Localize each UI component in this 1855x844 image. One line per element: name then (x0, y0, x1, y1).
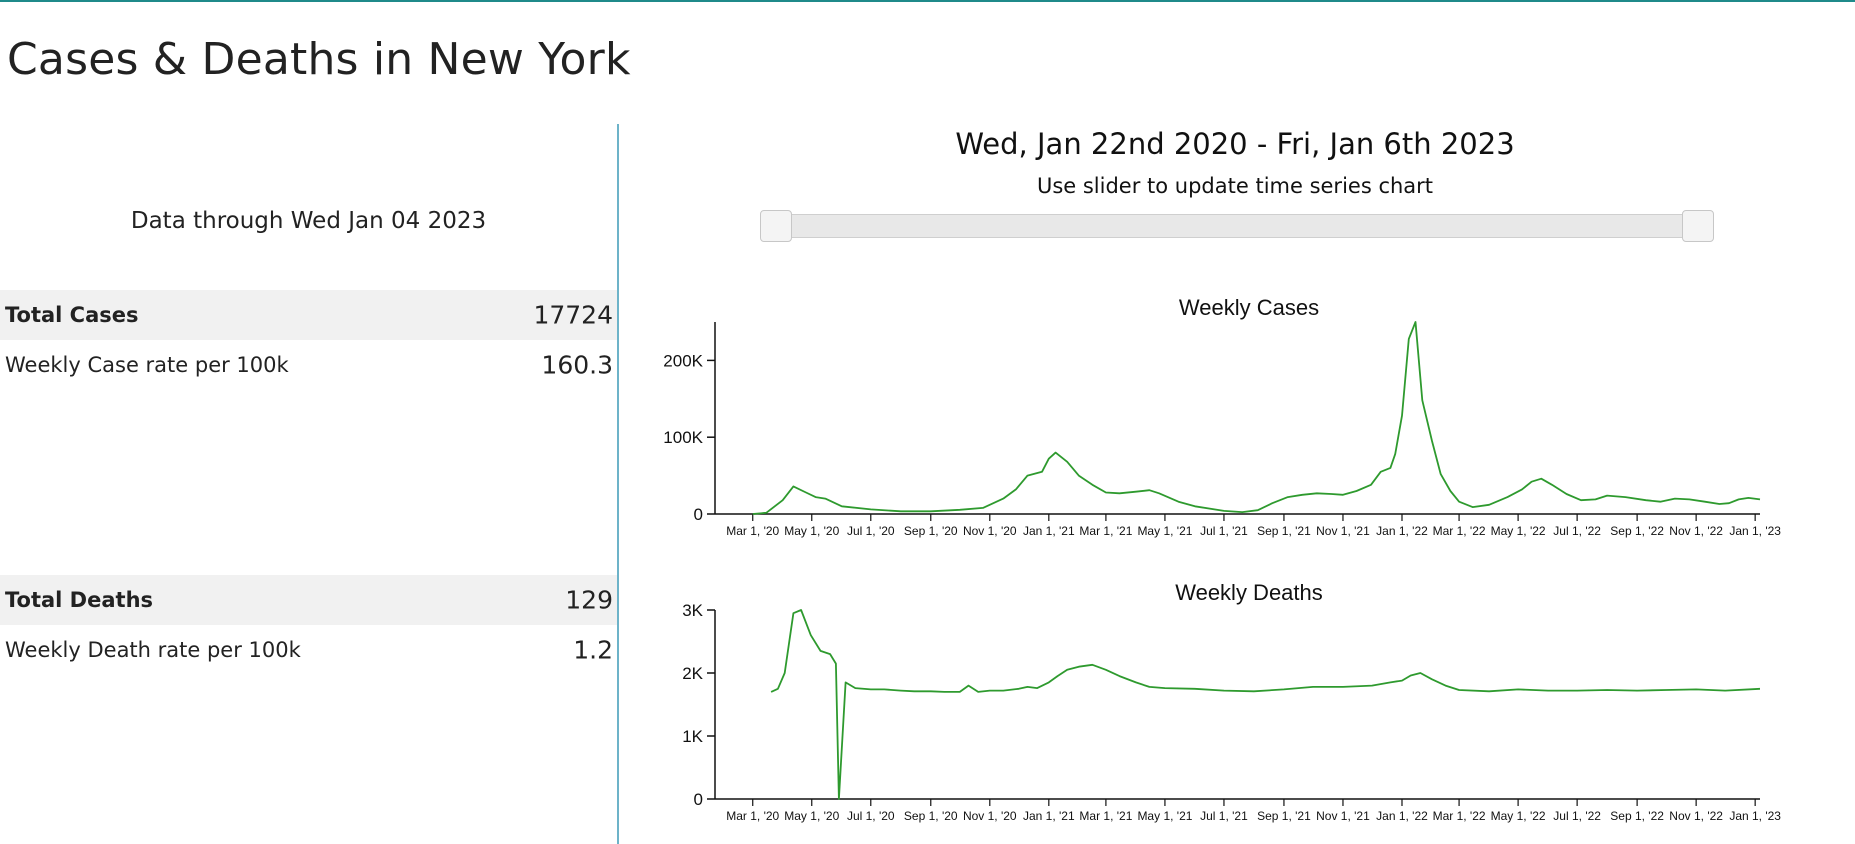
date-range-label: Wed, Jan 22nd 2020 - Fri, Jan 6th 2023 (955, 127, 1515, 161)
weekly-deaths-x-tick-label: Sep 1, '22 (1610, 809, 1664, 823)
slider-end-handle[interactable] (1682, 210, 1714, 242)
weekly-deaths-x-tick-label: May 1, '20 (784, 809, 839, 823)
weekly-deaths-x-tick-label: Jan 1, '22 (1376, 809, 1428, 823)
weekly-deaths-x-tick-label: Mar 1, '20 (726, 809, 779, 823)
weekly-cases-x-tick-label: Jan 1, '21 (1023, 524, 1075, 538)
weekly-cases-y-tick-label: 0 (694, 505, 703, 524)
weekly-deaths-series-line (770, 609, 1761, 800)
weekly-deaths-y-tick-label: 2K (682, 664, 703, 683)
weekly-deaths-x-tick-label: May 1, '22 (1491, 809, 1546, 823)
weekly-cases-x-tick-label: Mar 1, '21 (1079, 524, 1132, 538)
weekly-cases-x-tick-label: Jan 1, '22 (1376, 524, 1428, 538)
weekly-cases-x-tick-label: Nov 1, '21 (1316, 524, 1370, 538)
case-rate-value: 160.3 (541, 350, 613, 380)
page-title: Cases & Deaths in New York (7, 34, 631, 85)
top-accent-rule (0, 0, 1855, 2)
weekly-deaths-y-tick-label: 1K (682, 727, 703, 746)
weekly-cases-x-tick-label: Sep 1, '22 (1610, 524, 1664, 538)
weekly-deaths-x-tick-label: May 1, '21 (1137, 809, 1192, 823)
summary-panel: Data through Wed Jan 04 2023 Total Cases… (0, 124, 617, 844)
weekly-cases-x-tick-label: Jul 1, '22 (1553, 524, 1601, 538)
death-rate-value: 1.2 (573, 635, 613, 665)
weekly-deaths-x-tick-label: Nov 1, '20 (963, 809, 1017, 823)
total-deaths-label: Total Deaths (5, 588, 154, 612)
total-cases-label: Total Cases (5, 303, 139, 327)
total-deaths-row: Total Deaths 129 (0, 575, 617, 625)
weekly-cases-x-tick-label: Jan 1, '23 (1729, 524, 1781, 538)
weekly-cases-x-tick-label: May 1, '22 (1491, 524, 1546, 538)
case-rate-label: Weekly Case rate per 100k (5, 353, 289, 377)
weekly-cases-x-tick-label: Nov 1, '22 (1669, 524, 1723, 538)
weekly-deaths-x-tick-label: Nov 1, '22 (1669, 809, 1723, 823)
weekly-cases-y-tick-label: 100K (663, 428, 703, 447)
weekly-deaths-x-tick-label: Mar 1, '22 (1433, 809, 1486, 823)
weekly-deaths-x-tick-label: Jul 1, '21 (1200, 809, 1248, 823)
slider-start-handle[interactable] (760, 210, 792, 242)
weekly-cases-x-tick-label: Nov 1, '20 (963, 524, 1017, 538)
weekly-deaths-y-tick-label: 3K (682, 601, 703, 620)
weekly-cases-y-tick-label: 200K (663, 351, 703, 370)
death-rate-row: Weekly Death rate per 100k 1.2 (0, 625, 617, 675)
weekly-cases-chart-title: Weekly Cases (1179, 295, 1319, 320)
case-rate-row: Weekly Case rate per 100k 160.3 (0, 340, 617, 390)
weekly-deaths-x-tick-label: Jan 1, '23 (1729, 809, 1781, 823)
weekly-deaths-x-tick-label: Sep 1, '20 (904, 809, 958, 823)
total-deaths-value: 129 (565, 585, 613, 615)
weekly-cases-chart: Weekly Cases 0 100K 200K Mar 1, '20 May 1, '2… (663, 295, 1781, 538)
weekly-cases-series-line (752, 321, 1761, 515)
weekly-deaths-x-tick-label: Mar 1, '21 (1079, 809, 1132, 823)
slider-caption: Use slider to update time series chart (1036, 174, 1434, 198)
weekly-cases-x-tick-label: Mar 1, '22 (1433, 524, 1486, 538)
weekly-cases-x-tick-label: Mar 1, '20 (726, 524, 779, 538)
weekly-deaths-y-tick-label: 0 (694, 790, 703, 809)
weekly-cases-x-tick-label: May 1, '21 (1137, 524, 1192, 538)
weekly-cases-x-tick-label: Sep 1, '20 (904, 524, 958, 538)
weekly-deaths-x-tick-label: Nov 1, '21 (1316, 809, 1370, 823)
weekly-cases-x-tick-label: Jul 1, '21 (1200, 524, 1248, 538)
data-through-text: Data through Wed Jan 04 2023 (130, 208, 487, 234)
weekly-cases-x-tick-label: Jul 1, '20 (847, 524, 895, 538)
weekly-deaths-x-tick-label: Jul 1, '20 (847, 809, 895, 823)
total-cases-value: 17724 (533, 300, 613, 330)
weekly-deaths-x-tick-label: Jan 1, '21 (1023, 809, 1075, 823)
date-range-slider[interactable] (760, 210, 1714, 242)
weekly-cases-x-tick-label: Sep 1, '21 (1257, 524, 1311, 538)
weekly-deaths-chart: Weekly Deaths 0 1K 2K 3K Mar 1, '20 May 1, '20… (682, 580, 1781, 823)
weekly-deaths-chart-title: Weekly Deaths (1175, 580, 1323, 605)
weekly-deaths-x-tick-label: Sep 1, '21 (1257, 809, 1311, 823)
total-cases-row: Total Cases 17724 (0, 290, 617, 340)
panel-divider (617, 124, 619, 844)
weekly-cases-x-tick-label: May 1, '20 (784, 524, 839, 538)
weekly-deaths-x-tick-label: Jul 1, '22 (1553, 809, 1601, 823)
death-rate-label: Weekly Death rate per 100k (5, 638, 301, 662)
